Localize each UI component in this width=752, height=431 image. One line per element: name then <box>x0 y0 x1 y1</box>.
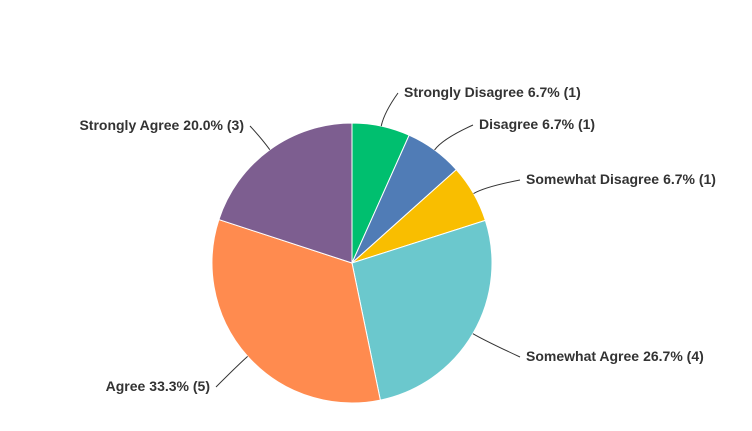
leader-line <box>473 179 521 194</box>
pie-slice <box>351 219 493 401</box>
slice-label: Strongly Agree 20.0% (3) <box>79 117 244 133</box>
slice-label: Somewhat Disagree 6.7% (1) <box>526 171 716 187</box>
value-label: 6.7% (1) <box>542 116 595 132</box>
value-label: 26.7% (4) <box>643 348 704 364</box>
value-label: 6.7% (1) <box>528 84 581 100</box>
slice-label: Agree 33.3% (5) <box>106 378 210 394</box>
category-label: Somewhat Disagree <box>526 171 659 187</box>
leader-line <box>380 92 399 127</box>
slice-label: Disagree 6.7% (1) <box>479 116 595 132</box>
category-label: Strongly Agree <box>79 117 179 133</box>
slice-label: Strongly Disagree 6.7% (1) <box>404 84 581 100</box>
category-label: Somewhat Agree <box>526 348 639 364</box>
category-label: Disagree <box>479 116 538 132</box>
pie-slice <box>211 218 381 404</box>
leader-line <box>215 355 248 388</box>
pie-slice <box>218 122 353 264</box>
value-label: 20.0% (3) <box>183 117 244 133</box>
category-label: Agree <box>106 378 146 394</box>
leader-line <box>434 124 474 151</box>
value-label: 6.7% (1) <box>663 171 716 187</box>
value-label: 33.3% (5) <box>149 378 210 394</box>
category-label: Strongly Disagree <box>404 84 524 100</box>
leader-line <box>249 125 271 150</box>
leader-line <box>472 333 521 358</box>
slice-label: Somewhat Agree 26.7% (4) <box>526 348 704 364</box>
